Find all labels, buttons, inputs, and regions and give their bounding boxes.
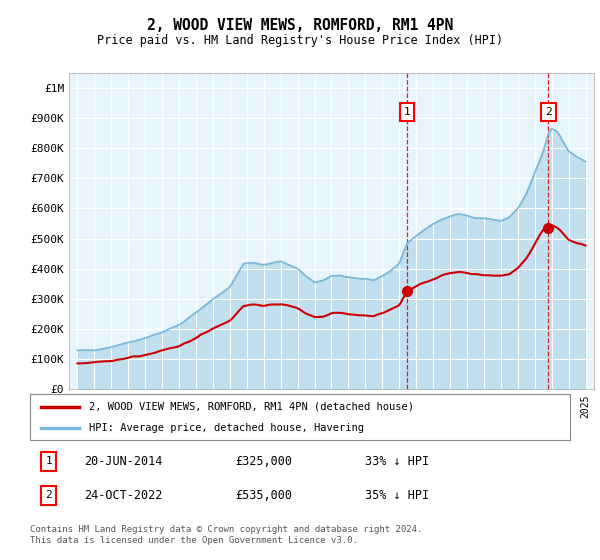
Text: 1: 1: [46, 456, 52, 466]
Text: HPI: Average price, detached house, Havering: HPI: Average price, detached house, Have…: [89, 423, 364, 433]
Text: 2, WOOD VIEW MEWS, ROMFORD, RM1 4PN: 2, WOOD VIEW MEWS, ROMFORD, RM1 4PN: [147, 18, 453, 32]
Text: £325,000: £325,000: [235, 455, 292, 468]
Text: 2: 2: [46, 491, 52, 500]
Text: Price paid vs. HM Land Registry's House Price Index (HPI): Price paid vs. HM Land Registry's House …: [97, 34, 503, 47]
Text: 24-OCT-2022: 24-OCT-2022: [84, 489, 163, 502]
Text: 20-JUN-2014: 20-JUN-2014: [84, 455, 163, 468]
Text: £535,000: £535,000: [235, 489, 292, 502]
Text: 35% ↓ HPI: 35% ↓ HPI: [365, 489, 429, 502]
Text: Contains HM Land Registry data © Crown copyright and database right 2024.
This d: Contains HM Land Registry data © Crown c…: [30, 525, 422, 545]
Text: 2: 2: [545, 107, 552, 117]
Text: 2, WOOD VIEW MEWS, ROMFORD, RM1 4PN (detached house): 2, WOOD VIEW MEWS, ROMFORD, RM1 4PN (det…: [89, 402, 415, 412]
Text: 33% ↓ HPI: 33% ↓ HPI: [365, 455, 429, 468]
Text: 1: 1: [404, 107, 410, 117]
